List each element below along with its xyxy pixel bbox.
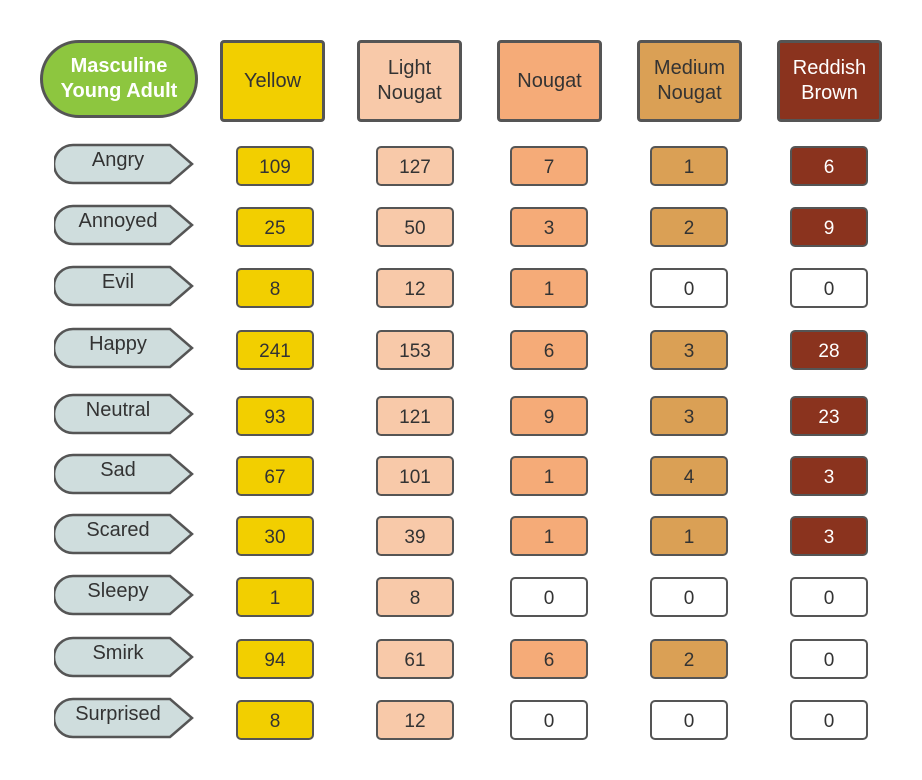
value-cell: 93 — [236, 396, 314, 436]
row-label-surprised: Surprised — [54, 697, 196, 739]
row-label-shape — [54, 327, 194, 369]
row-label-shape — [54, 636, 194, 678]
value-cell: 4 — [650, 456, 728, 496]
row-label-shape — [54, 204, 194, 246]
value-cell: 2 — [650, 207, 728, 247]
value-cell: 6 — [790, 146, 868, 186]
row-label-text: Happy — [89, 332, 147, 355]
row-label-shape — [54, 453, 194, 495]
value-cell: 1 — [650, 516, 728, 556]
value-cell: 0 — [650, 700, 728, 740]
column-header-1: Yellow — [220, 40, 325, 122]
value-cell: 0 — [790, 577, 868, 617]
value-cell: 1 — [650, 146, 728, 186]
row-label-evil: Evil — [54, 265, 196, 307]
value-cell: 1 — [510, 456, 588, 496]
value-cell: 6 — [510, 330, 588, 370]
value-cell: 0 — [650, 268, 728, 308]
value-cell: 50 — [376, 207, 454, 247]
value-cell: 3 — [790, 456, 868, 496]
value-cell: 39 — [376, 516, 454, 556]
value-cell: 61 — [376, 639, 454, 679]
value-cell: 9 — [790, 207, 868, 247]
row-label-shape — [54, 513, 194, 555]
row-label-shape — [54, 265, 194, 307]
value-cell: 6 — [510, 639, 588, 679]
value-cell: 153 — [376, 330, 454, 370]
value-cell: 1 — [510, 268, 588, 308]
row-label-sad: Sad — [54, 453, 196, 495]
value-cell: 0 — [790, 268, 868, 308]
value-cell: 0 — [510, 700, 588, 740]
row-label-text: Angry — [91, 148, 145, 171]
value-cell: 0 — [650, 577, 728, 617]
row-label-scared: Scared — [54, 513, 196, 555]
value-cell: 127 — [376, 146, 454, 186]
value-cell: 1 — [236, 577, 314, 617]
column-header-4: Medium Nougat — [637, 40, 742, 122]
value-cell: 121 — [376, 396, 454, 436]
row-label-shape — [54, 393, 194, 435]
row-label-text: Evil — [101, 270, 135, 293]
value-cell: 0 — [790, 639, 868, 679]
row-label-text: Sad — [100, 458, 136, 481]
value-cell: 28 — [790, 330, 868, 370]
value-cell: 1 — [510, 516, 588, 556]
column-header-5: Reddish Brown — [777, 40, 882, 122]
value-cell: 25 — [236, 207, 314, 247]
row-label-shape — [54, 697, 194, 739]
value-cell: 8 — [236, 268, 314, 308]
row-label-text: Smirk — [92, 641, 144, 664]
value-cell: 8 — [236, 700, 314, 740]
value-cell: 3 — [510, 207, 588, 247]
value-cell: 30 — [236, 516, 314, 556]
value-cell: 101 — [376, 456, 454, 496]
row-label-text: Surprised — [75, 702, 161, 725]
title-badge: Masculine Young Adult — [40, 40, 198, 118]
value-cell: 3 — [650, 330, 728, 370]
row-label-happy: Happy — [54, 327, 196, 369]
row-label-text: Annoyed — [78, 209, 158, 232]
row-label-sleepy: Sleepy — [54, 574, 196, 616]
row-label-neutral: Neutral — [54, 393, 196, 435]
row-label-shape — [54, 143, 194, 185]
row-label-annoyed: Annoyed — [54, 204, 196, 246]
value-cell: 12 — [376, 268, 454, 308]
value-cell: 109 — [236, 146, 314, 186]
value-cell: 0 — [790, 700, 868, 740]
row-label-text: Scared — [86, 518, 150, 541]
value-cell: 23 — [790, 396, 868, 436]
row-label-text: Sleepy — [87, 579, 149, 602]
value-cell: 241 — [236, 330, 314, 370]
column-header-3: Nougat — [497, 40, 602, 122]
row-label-text: Neutral — [85, 398, 151, 421]
column-header-2: Light Nougat — [357, 40, 462, 122]
value-cell: 9 — [510, 396, 588, 436]
row-label-smirk: Smirk — [54, 636, 196, 678]
value-cell: 3 — [790, 516, 868, 556]
row-label-shape — [54, 574, 194, 616]
value-cell: 8 — [376, 577, 454, 617]
value-cell: 7 — [510, 146, 588, 186]
value-cell: 67 — [236, 456, 314, 496]
value-cell: 0 — [510, 577, 588, 617]
value-cell: 94 — [236, 639, 314, 679]
row-label-angry: Angry — [54, 143, 196, 185]
value-cell: 2 — [650, 639, 728, 679]
value-cell: 3 — [650, 396, 728, 436]
value-cell: 12 — [376, 700, 454, 740]
